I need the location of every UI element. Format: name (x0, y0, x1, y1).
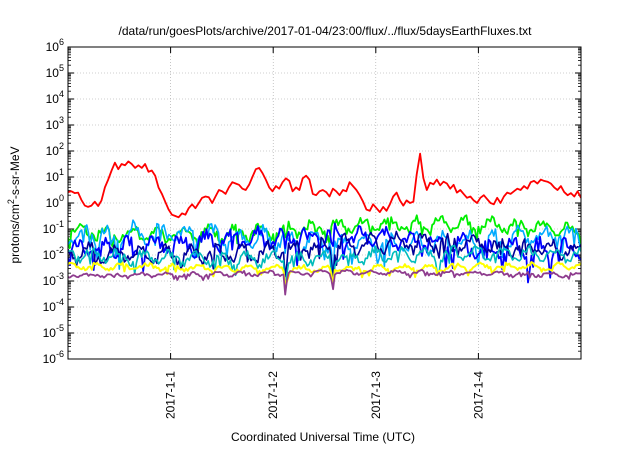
y-tick-label: 100 (46, 193, 64, 210)
series-line (68, 244, 581, 292)
chart-title: /data/run/goesPlots/archive/2017-01-04/2… (119, 24, 533, 38)
x-tick-label: 2017-1-2 (266, 371, 280, 419)
y-tick-label: 10-5 (43, 323, 64, 340)
grid-lines (68, 47, 581, 359)
x-tick-label: 2017-1-3 (369, 371, 383, 419)
series-line (68, 261, 581, 286)
plot-area (68, 152, 581, 296)
y-tick-label: 104 (46, 89, 64, 106)
y-tick-label: 10-2 (43, 245, 64, 262)
y-tick-label: 103 (46, 115, 64, 132)
series-line (68, 214, 581, 252)
y-tick-label: 10-6 (43, 349, 64, 366)
plot-frame (67, 46, 582, 360)
y-tick-label: 10-4 (43, 297, 64, 314)
x-axis-label: Coordinated Universal Time (UTC) (231, 430, 415, 444)
y-tick-label: 10-1 (43, 219, 64, 236)
y-tick-label: 102 (46, 141, 64, 158)
y-tick-label: 105 (46, 63, 64, 80)
tick-marks (68, 46, 581, 360)
series-line (68, 268, 581, 296)
x-tick-label: 2017-1-1 (164, 371, 178, 419)
series-line (68, 219, 581, 282)
series-line (68, 152, 581, 219)
y-tick-label: 101 (46, 167, 64, 184)
tick-labels: 10-6 10-5 10-4 10-3 10-2 10-1 100 101 102 103 104 1… (43, 37, 486, 419)
y-tick-label: 10-3 (43, 271, 64, 288)
x-tick-label: 2017-1-4 (471, 371, 485, 419)
y-axis-label: protons/cm2-s-sr-MeV (6, 146, 22, 263)
y-tick-label: 106 (46, 37, 64, 54)
